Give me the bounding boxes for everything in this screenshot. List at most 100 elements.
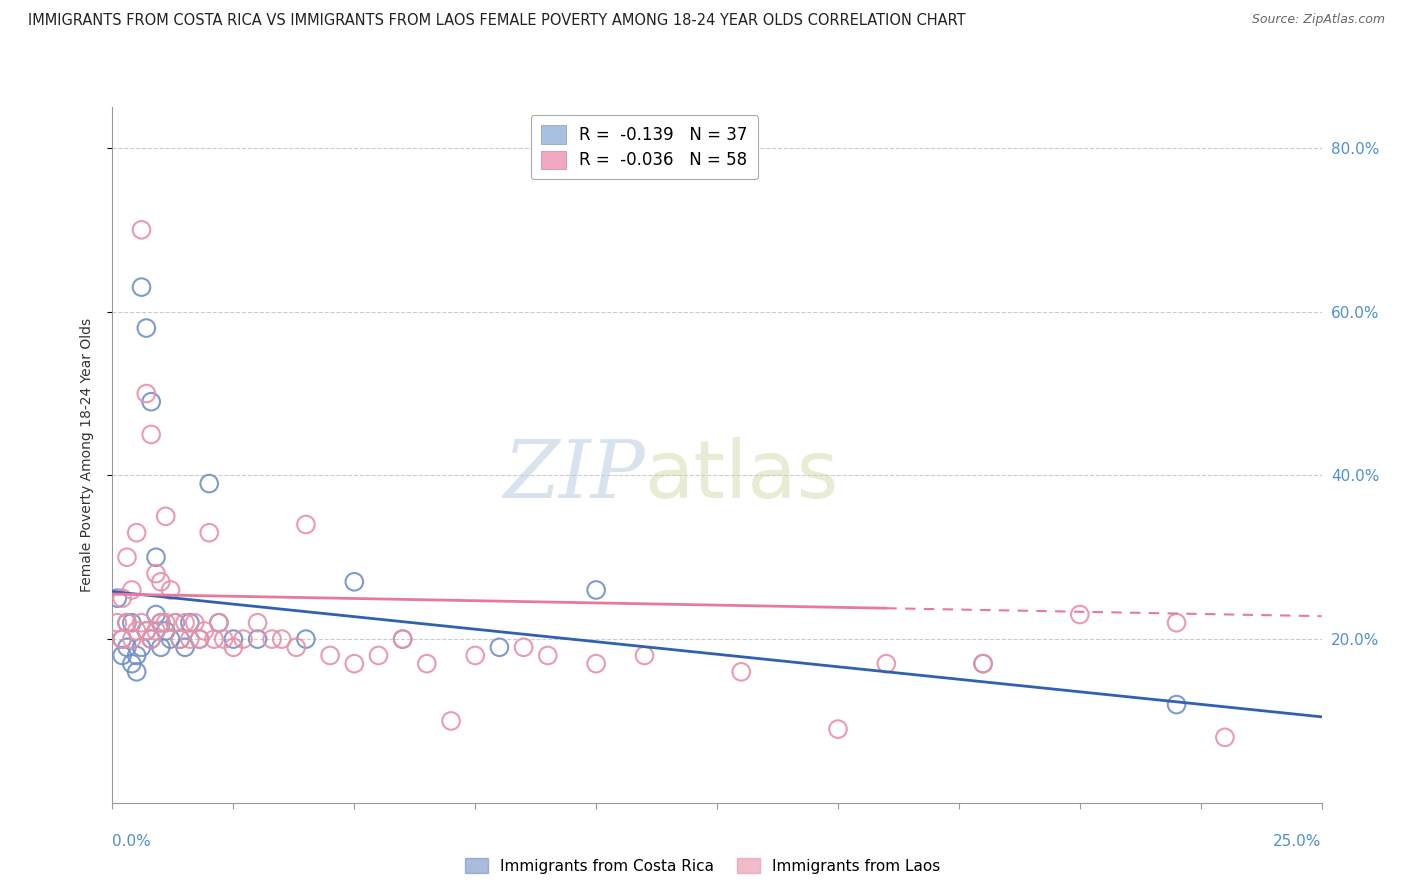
Point [135,624,157,638]
Point [145,624,167,638]
Point [440,714,463,728]
Point [141,427,163,442]
Point [343,657,366,671]
Point [202,632,225,646]
Point [183,615,205,630]
Point [222,632,245,646]
Point [212,632,235,646]
Text: 0.0%: 0.0% [112,834,152,849]
Point [145,566,167,581]
Point [972,657,994,671]
Legend: Immigrants from Costa Rica, Immigrants from Laos: Immigrants from Costa Rica, Immigrants f… [460,852,946,880]
Point [121,582,143,597]
Point [141,632,163,646]
Text: IMMIGRANTS FROM COSTA RICA VS IMMIGRANTS FROM LAOS FEMALE POVERTY AMONG 18-24 YE: IMMIGRANTS FROM COSTA RICA VS IMMIGRANTS… [28,13,966,29]
Point [159,582,181,597]
Text: ZIP: ZIP [503,437,644,515]
Point [115,640,138,655]
Point [111,648,134,663]
Point [125,648,148,663]
Point [208,615,231,630]
Point [149,574,172,589]
Point [131,640,153,655]
Point [105,591,128,606]
Point [188,632,211,646]
Point [391,632,413,646]
Point [416,657,439,671]
Text: Source: ZipAtlas.com: Source: ZipAtlas.com [1251,13,1385,27]
Point [972,657,994,671]
Point [198,476,221,491]
Point [537,648,560,663]
Point [141,632,163,646]
Point [169,632,191,646]
Point [159,632,181,646]
Point [285,640,308,655]
Point [105,615,128,630]
Point [149,615,172,630]
Point [111,591,134,606]
Point [295,632,318,646]
Point [169,632,191,646]
Point [145,607,167,622]
Point [198,525,221,540]
Point [155,615,177,630]
Point [135,321,157,335]
Point [165,615,187,630]
Point [1166,698,1188,712]
Point [165,615,187,630]
Point [131,280,153,294]
Point [464,648,486,663]
Point [262,632,284,646]
Point [633,648,655,663]
Point [1213,731,1236,745]
Point [270,632,292,646]
Point [875,657,897,671]
Point [121,657,143,671]
Point [131,615,153,630]
Point [121,632,143,646]
Point [111,632,134,646]
Point [208,615,231,630]
Point [193,624,215,638]
Point [827,722,849,736]
Point [174,640,197,655]
Point [141,394,163,409]
Y-axis label: Female Poverty Among 18-24 Year Olds: Female Poverty Among 18-24 Year Olds [80,318,94,592]
Point [149,640,172,655]
Point [367,648,389,663]
Point [125,624,148,638]
Legend: R =  -0.139   N = 37, R =  -0.036   N = 58: R = -0.139 N = 37, R = -0.036 N = 58 [531,115,758,179]
Point [179,615,201,630]
Point [149,615,172,630]
Point [135,386,157,401]
Point [145,550,167,565]
Point [730,665,752,679]
Point [343,574,366,589]
Point [115,615,138,630]
Point [246,632,269,646]
Point [155,509,177,524]
Point [179,632,201,646]
Point [131,223,153,237]
Point [111,632,134,646]
Point [512,640,534,655]
Point [319,648,342,663]
Point [174,615,197,630]
Point [585,582,607,597]
Point [115,550,138,565]
Point [115,615,138,630]
Point [585,657,607,671]
Point [125,665,148,679]
Point [155,624,177,638]
Point [222,640,245,655]
Text: atlas: atlas [644,437,839,515]
Point [488,640,510,655]
Point [188,632,211,646]
Point [1069,607,1091,622]
Point [125,525,148,540]
Point [295,517,318,532]
Point [391,632,413,646]
Point [135,624,157,638]
Point [232,632,254,646]
